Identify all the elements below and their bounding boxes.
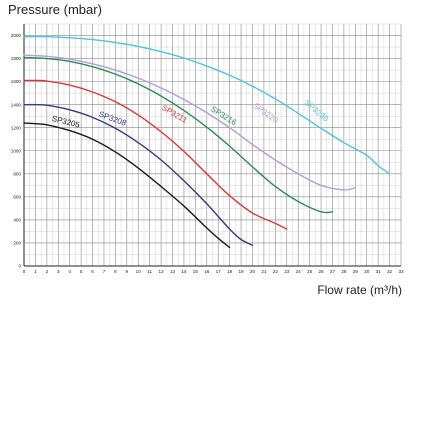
x-tick-label: 29 bbox=[353, 269, 359, 274]
y-axis-label: Pressure (mbar) bbox=[8, 2, 102, 17]
grid bbox=[23, 23, 402, 267]
x-tick-label: 31 bbox=[376, 269, 382, 274]
y-tick-label: 200 bbox=[13, 241, 21, 246]
y-tick-label: 600 bbox=[13, 194, 21, 199]
x-tick-label: 9 bbox=[126, 269, 129, 274]
x-tick-label: 25 bbox=[307, 269, 313, 274]
x-tick-label: 6 bbox=[91, 269, 94, 274]
x-tick-label: 24 bbox=[296, 269, 302, 274]
series-label-sp3208: SP3208 bbox=[98, 110, 128, 128]
y-tick-label: 1200 bbox=[11, 125, 22, 130]
x-tick-label: 19 bbox=[238, 269, 244, 274]
x-tick-label: 20 bbox=[250, 269, 256, 274]
x-tick-label: 2 bbox=[46, 269, 49, 274]
x-tick-label: 8 bbox=[114, 269, 117, 274]
x-tick-label: 28 bbox=[341, 269, 347, 274]
series-line-sp3205 bbox=[23, 122, 231, 249]
x-tick-label: 7 bbox=[103, 269, 106, 274]
y-tick-label: 1000 bbox=[11, 148, 22, 153]
x-tick-label: 33 bbox=[398, 269, 404, 274]
y-tick-label: 800 bbox=[13, 171, 21, 176]
x-tick-label: 30 bbox=[364, 269, 370, 274]
x-tick-label: 15 bbox=[193, 269, 199, 274]
x-tick-label: 3 bbox=[57, 269, 60, 274]
x-tick-label: 22 bbox=[273, 269, 279, 274]
x-tick-label: 5 bbox=[80, 269, 83, 274]
x-tick-label: 23 bbox=[284, 269, 290, 274]
y-tick-label: 1400 bbox=[11, 102, 22, 107]
x-tick-label: 14 bbox=[181, 269, 187, 274]
x-tick-label: 4 bbox=[68, 269, 71, 274]
series-line-sp3220 bbox=[23, 54, 356, 191]
series-label-sp3211: SP3211 bbox=[160, 103, 189, 125]
x-tick-label: 1 bbox=[34, 269, 37, 274]
series-line-sp3208 bbox=[23, 103, 254, 246]
y-tick-label: 1800 bbox=[11, 56, 22, 61]
x-tick-label: 21 bbox=[261, 269, 267, 274]
series-line-sp3230 bbox=[23, 35, 391, 175]
series-group bbox=[23, 35, 391, 249]
x-tick-label: 16 bbox=[204, 269, 210, 274]
series-line-sp3211 bbox=[23, 79, 288, 230]
x-tick-label: 11 bbox=[147, 269, 152, 274]
x-tick-label: 18 bbox=[227, 269, 233, 274]
x-tick-label: 17 bbox=[216, 269, 222, 274]
y-tick-label: 2000 bbox=[11, 33, 22, 38]
series-label-sp3230: SP3230 bbox=[303, 98, 331, 124]
series-line-sp3216 bbox=[23, 56, 334, 214]
y-tick-label: 0 bbox=[18, 264, 21, 269]
x-tick-label: 12 bbox=[159, 269, 165, 274]
x-tick-label: 32 bbox=[387, 269, 393, 274]
y-tick-label: 1600 bbox=[11, 79, 22, 84]
x-tick-label: 13 bbox=[170, 269, 176, 274]
x-tick-label: 10 bbox=[136, 269, 142, 274]
x-tick-label: 0 bbox=[23, 269, 26, 274]
axes: 0 1 2 3 4 5 6 7 8 9 10 11 12 13 14 15 16 17 18 19 20 21 22 23 24… bbox=[11, 24, 404, 274]
x-axis-label: Flow rate (m³/h) bbox=[317, 283, 402, 297]
x-tick-label: 26 bbox=[318, 269, 324, 274]
x-tick-label: 27 bbox=[330, 269, 336, 274]
y-tick-label: 400 bbox=[13, 218, 21, 223]
